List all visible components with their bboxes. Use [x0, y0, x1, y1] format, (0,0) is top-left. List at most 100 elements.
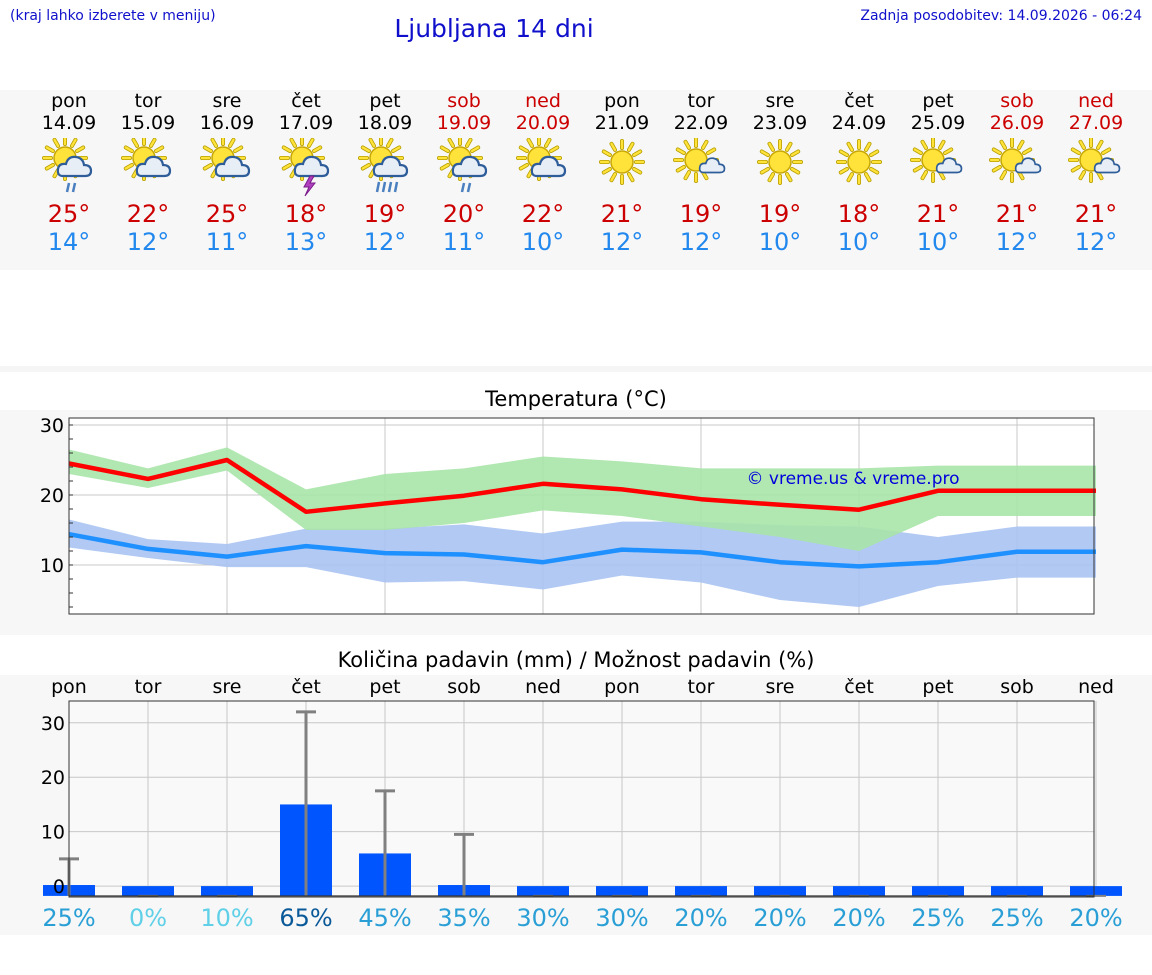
forecast-day: pon 14.09 25° 14° — [30, 90, 109, 256]
precip-day-label: sob — [1000, 676, 1034, 698]
day-name: pet — [922, 90, 954, 112]
precip-day-label: sob — [447, 676, 481, 698]
day-name: sre — [212, 90, 242, 112]
temp-max: 19° — [363, 200, 407, 228]
day-name: sre — [765, 90, 795, 112]
day-name: pet — [369, 90, 401, 112]
temp-max: 21° — [600, 200, 644, 228]
precip-chance-label: 20% — [1069, 904, 1123, 932]
sun-cloud-icon — [513, 135, 573, 200]
y-tick-label: 10 — [40, 555, 64, 577]
temp-max: 18° — [837, 200, 881, 228]
precip-bar — [122, 886, 174, 896]
day-name: čet — [291, 90, 321, 112]
sun-icon — [592, 138, 652, 200]
precip-bar — [912, 886, 964, 896]
y-tick-label: 20 — [41, 767, 65, 789]
temp-max: 22° — [521, 200, 565, 228]
precip-day-label: pet — [922, 676, 954, 698]
sun-small-cloud-icon — [1066, 137, 1126, 200]
temp-min: 12° — [1074, 228, 1118, 256]
day-date: 18.09 — [357, 112, 413, 134]
sun-icon — [750, 138, 810, 200]
day-date: 15.09 — [120, 112, 176, 134]
temp-min: 11° — [442, 228, 486, 256]
precip-chance-label: 30% — [516, 904, 570, 932]
day-date: 27.09 — [1068, 112, 1124, 134]
day-name: ned — [525, 90, 561, 112]
last-updated: Zadnja posodobitev: 14.09.2026 - 06:24 — [860, 8, 1142, 24]
plot-frame — [68, 700, 1095, 898]
day-date: 16.09 — [199, 112, 255, 134]
precip-day-label: pon — [604, 676, 640, 698]
forecast-day: pet 25.09 21° 10° — [899, 90, 978, 256]
temp-max: 20° — [442, 200, 486, 228]
precip-day-label: tor — [687, 676, 715, 698]
precip-bar — [1070, 886, 1122, 896]
error-bar — [454, 832, 474, 896]
precipitation-chart: 0 10 20 30 — [41, 700, 1122, 898]
sun-small-cloud-icon — [987, 137, 1047, 200]
precip-chance-label: 0% — [128, 904, 168, 932]
watermark: © vreme.us & vreme.pro — [746, 469, 959, 489]
temp-min: 12° — [679, 228, 723, 256]
precip-bar — [991, 886, 1043, 896]
temp-min: 13° — [284, 228, 328, 256]
day-date: 25.09 — [910, 112, 966, 134]
day-date: 26.09 — [989, 112, 1045, 134]
forecast-day: sob 19.09 20° 11° — [425, 90, 504, 256]
temp-max: 21° — [1074, 200, 1118, 228]
temp-max: 19° — [758, 200, 802, 228]
day-date: 19.09 — [436, 112, 492, 134]
temperature-chart: 10 20 30 © vreme.us & vreme.pro — [40, 415, 1096, 615]
precip-day-label: sre — [212, 676, 242, 698]
precip-chance-label: 45% — [358, 904, 412, 932]
precip-bar — [596, 886, 648, 896]
day-date: 21.09 — [594, 112, 650, 134]
sun-cloud-icon — [118, 135, 178, 200]
forecast-day: pon 21.09 21° 12° — [583, 90, 662, 256]
precip-bar — [754, 886, 806, 896]
max-temp-range-band — [69, 447, 1096, 551]
precip-chance-label: 20% — [753, 904, 807, 932]
error-bar — [375, 789, 395, 896]
day-date: 20.09 — [515, 112, 571, 134]
forecast-band — [0, 90, 1152, 270]
sun-small-cloud-icon — [671, 137, 731, 200]
temp-max: 25° — [47, 200, 91, 228]
precip-chart-title: Količina padavin (mm) / Možnost padavin … — [337, 648, 815, 672]
forecast-day: čet 24.09 18° 10° — [820, 90, 899, 256]
temp-max: 21° — [916, 200, 960, 228]
sun-cloud-icon — [197, 135, 257, 200]
forecast-day: sob 26.09 21° 12° — [978, 90, 1057, 256]
precip-chance-label: 20% — [674, 904, 728, 932]
temp-min: 11° — [205, 228, 249, 256]
precip-day-label: sre — [765, 676, 795, 698]
day-date: 24.09 — [831, 112, 887, 134]
day-name: sob — [447, 90, 481, 112]
precip-chance-label: 20% — [832, 904, 886, 932]
plot-area — [69, 701, 1094, 897]
forecast-day: sre 16.09 25° 11° — [188, 90, 267, 256]
spacer-band — [0, 366, 1152, 372]
day-name: pon — [51, 90, 87, 112]
y-tick-label: 30 — [41, 713, 65, 735]
day-name: tor — [687, 90, 715, 112]
header-hint[interactable]: (kraj lahko izberete v meniju) — [10, 8, 216, 24]
temp-max: 25° — [205, 200, 249, 228]
sun-cloud-rain-icon — [39, 135, 99, 200]
temp-max: 22° — [126, 200, 170, 228]
day-name: tor — [134, 90, 162, 112]
plot-frame — [68, 417, 1095, 615]
temp-min: 10° — [837, 228, 881, 256]
precip-chance-label: 25% — [990, 904, 1044, 932]
temp-chart-title: Temperatura (°C) — [485, 387, 667, 411]
temp-min: 10° — [521, 228, 565, 256]
day-name: ned — [1078, 90, 1114, 112]
temp-min: 12° — [126, 228, 170, 256]
precip-day-label: čet — [844, 676, 874, 698]
sun-small-cloud-icon — [908, 137, 968, 200]
day-date: 22.09 — [673, 112, 729, 134]
precip-chance-label: 25% — [42, 904, 96, 932]
forecast-day: sre 23.09 19° 10° — [741, 90, 820, 256]
